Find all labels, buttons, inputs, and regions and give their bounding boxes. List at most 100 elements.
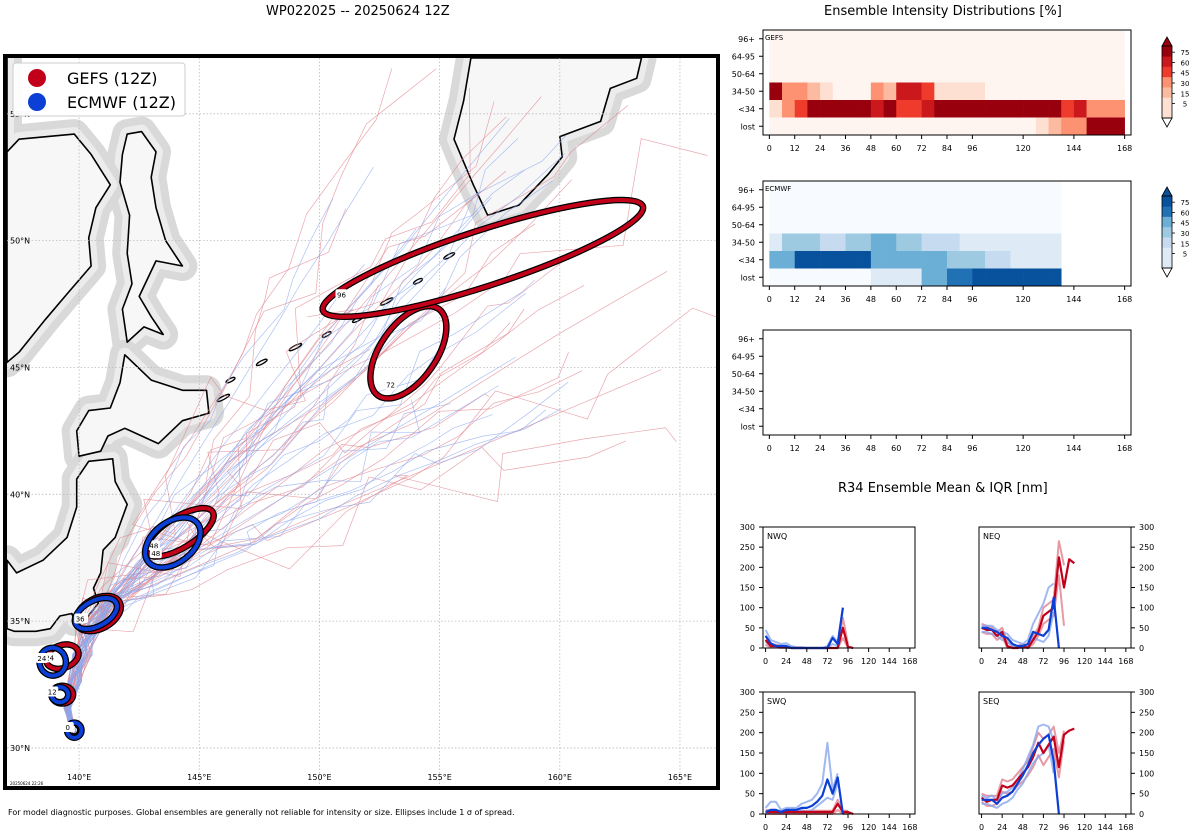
heatmap-cell (820, 251, 834, 269)
ecmwf-ellipse-label-bg (35, 652, 48, 663)
heatmap-cell (947, 82, 960, 101)
r34-x-tick-label: 72 (822, 823, 832, 832)
heatmap-cell (1035, 117, 1049, 136)
heatmap-cell (985, 268, 999, 287)
heatmap-row-label: 64-95 (732, 52, 755, 61)
heatmap-cell (769, 251, 783, 269)
r34-panel-label: NEQ (983, 532, 1000, 541)
heatmap-cell (997, 251, 1011, 269)
map-layer: 0122436487296012243648 (7, 58, 716, 786)
heatmap-cell (1035, 268, 1049, 287)
r34-y-tick-label: 50 (745, 624, 755, 633)
colorbar-bottom-arrow (1161, 117, 1173, 128)
heatmap-cell (947, 117, 960, 136)
map-lon-tick-label: 145°E (187, 773, 211, 782)
heatmap-row-label: lost (741, 273, 755, 282)
heatmap-cell (972, 82, 986, 101)
heatmap-cell (985, 82, 999, 101)
gefs-ellipse-label: 24 (45, 654, 54, 662)
r34-x-tick-label: 0 (979, 823, 984, 832)
colorbar-tick-label: 75 (1181, 199, 1190, 207)
heatmap-cell (896, 233, 910, 252)
r34-y-tick-label: 300 (740, 688, 755, 697)
r34-y-tick-label: 0 (750, 644, 755, 653)
r34-x-tick-label: 72 (1038, 657, 1048, 666)
r34-x-tick-label: 96 (1059, 823, 1069, 832)
r34-y-tick-label: 100 (1139, 604, 1154, 613)
kuril-island (255, 358, 268, 367)
heatmap-cell (858, 268, 872, 287)
heatmap-row-label: 96+ (738, 35, 755, 44)
r34-ecmwf-mean-line (981, 596, 1060, 649)
heatmap-cell (782, 251, 796, 269)
map-lon-tick-label: 160°E (548, 773, 572, 782)
r34-x-tick-label: 120 (1077, 823, 1092, 832)
heatmap-row-label: <34 (738, 105, 755, 114)
heatmap-x-tick-label: 72 (917, 144, 927, 153)
r34-y-tick-label: 100 (740, 769, 755, 778)
r34-y-tick-label: 200 (740, 729, 755, 738)
heatmap-x-tick-label: 0 (767, 444, 772, 453)
r34-x-tick-label: 144 (882, 823, 897, 832)
heatmap-x-tick-label: 96 (967, 444, 977, 453)
heatmap-row-label: 50-64 (732, 70, 755, 79)
heatmap-cell (782, 82, 796, 101)
ecmwf-ellipse-label-bg (149, 548, 162, 559)
colorbar-tick-label: 5 (1183, 101, 1187, 109)
heatmap-cell (997, 233, 1011, 252)
heatmap-cell (1023, 251, 1037, 269)
heatmap-row-label: 64-95 (732, 203, 755, 212)
r34-x-tick-label: 168 (1118, 823, 1133, 832)
r34-y-tick-label: 0 (750, 810, 755, 819)
heatmap-x-tick-label: 168 (1117, 444, 1132, 453)
r34-y-tick-label: 200 (740, 563, 755, 572)
heatmap-x-tick-label: 60 (891, 144, 901, 153)
heatmap-cell (959, 82, 973, 101)
map-lon-tick-label: 140°E (67, 773, 91, 782)
heatmap-cell (845, 100, 859, 118)
heatmap-cell (1086, 82, 1100, 101)
heatmap-cell (870, 117, 884, 136)
heatmap-cell (947, 268, 960, 287)
r34-panel-label: NWQ (767, 532, 787, 541)
r34-x-tick-label: 48 (802, 657, 812, 666)
legend-label-1: ECMWF (12Z) (67, 93, 176, 112)
heatmap-cell (908, 100, 922, 118)
heatmap-cell (883, 233, 897, 252)
heatmap-cell (1073, 117, 1087, 136)
heatmap-cell (769, 117, 783, 136)
heatmap-panel-0: GEFS 96+ 64-95 50-64 34-50 <34 lost 0 12 24 36 48 60… (732, 29, 1132, 153)
heatmap-cell (934, 82, 948, 101)
heatmap-cell (807, 100, 821, 118)
heatmap-x-tick-label: 84 (942, 444, 952, 453)
gefs-member-track (64, 116, 507, 736)
colorbar-segment (1162, 56, 1172, 67)
heatmap-cell (807, 233, 821, 252)
heatmap-cell (1035, 100, 1049, 118)
r34-x-tick-label: 24 (997, 657, 1007, 666)
legend-label-0: GEFS (12Z) (67, 69, 157, 88)
ecmwf-ellipse-24 (37, 645, 68, 678)
colorbar-segment (1162, 226, 1172, 238)
ecmwf-member-track (67, 167, 374, 736)
heatmap-cell (896, 100, 910, 118)
heatmap-cell (985, 100, 999, 118)
heatmap-cell (845, 268, 859, 287)
footnote: For model diagnostic purposes. Global en… (8, 808, 515, 817)
map-lon-tick-label: 155°E (427, 773, 451, 782)
heatmap-cell (870, 268, 884, 287)
heatmap-cell (845, 233, 859, 252)
heatmap-frame (762, 329, 1132, 436)
heatmap-cell (896, 268, 910, 287)
heatmap-cell (934, 117, 948, 136)
heatmap-cell (1048, 268, 1062, 287)
heatmap-cell (985, 117, 999, 136)
heatmap-x-tick-label: 24 (815, 144, 825, 153)
heatmap-cell (972, 100, 986, 118)
r34-ecmwf-iqr-line (981, 582, 1055, 645)
heatmap-cell (845, 117, 859, 136)
land-hokkaido (75, 354, 210, 457)
heatmap-x-tick-label: 12 (790, 295, 800, 304)
r34-x-tick-label: 96 (843, 823, 853, 832)
heatmap-cell (769, 268, 783, 287)
